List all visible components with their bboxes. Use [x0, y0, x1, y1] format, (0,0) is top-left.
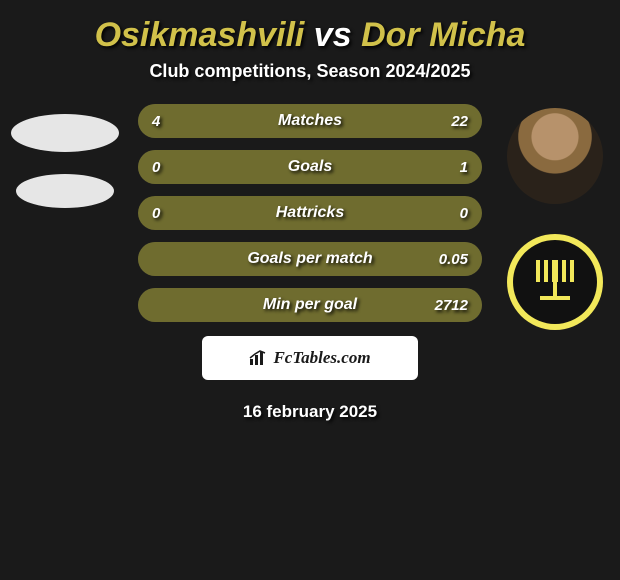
title-vs: vs	[314, 16, 352, 54]
stat-label: Goals	[138, 150, 482, 184]
stat-row: Goals per match0.05	[138, 242, 482, 276]
player2-club-badge	[507, 234, 603, 330]
stat-right-value: 22	[451, 104, 468, 138]
page-title: Osikmashvili vs Dor Micha	[0, 16, 620, 55]
player1-club-avatar-placeholder	[16, 174, 114, 208]
stat-row: Min per goal2712	[138, 288, 482, 322]
stat-row: Matches4 22	[138, 104, 482, 138]
stat-label: Matches	[138, 104, 482, 138]
date-text: 16 february 2025	[0, 402, 620, 422]
brand-text: FcTables.com	[273, 348, 370, 368]
brand-box: FcTables.com	[202, 336, 418, 380]
stat-left-value: 0	[152, 196, 160, 230]
comparison-card: Osikmashvili vs Dor Micha Club competiti…	[0, 0, 620, 580]
right-avatar-column	[496, 104, 614, 330]
content-body: Matches422Goals01Hattricks00Goals per ma…	[0, 104, 620, 322]
brand-logo: FcTables.com	[249, 348, 370, 368]
player2-avatar	[507, 108, 603, 204]
stat-label: Min per goal	[138, 288, 482, 322]
bars-icon	[249, 350, 269, 366]
title-player2: Dor Micha	[361, 16, 525, 54]
stat-row: Goals0 1	[138, 150, 482, 184]
stats-bars: Matches422Goals01Hattricks00Goals per ma…	[138, 104, 482, 322]
player1-avatar-placeholder	[11, 114, 119, 152]
stat-label: Hattricks	[138, 196, 482, 230]
stat-right-value: 1	[460, 150, 468, 184]
stat-right-value: 0.05	[439, 242, 468, 276]
subtitle: Club competitions, Season 2024/2025	[0, 61, 620, 82]
title-player1: Osikmashvili	[95, 16, 305, 54]
stat-right-value: 2712	[435, 288, 468, 322]
stat-label: Goals per match	[138, 242, 482, 276]
stat-left-value: 0	[152, 150, 160, 184]
stat-row: Hattricks0 0	[138, 196, 482, 230]
stat-left-value: 4	[152, 104, 160, 138]
stat-right-value: 0	[460, 196, 468, 230]
menorah-icon	[532, 260, 578, 300]
left-avatar-column	[6, 104, 124, 208]
